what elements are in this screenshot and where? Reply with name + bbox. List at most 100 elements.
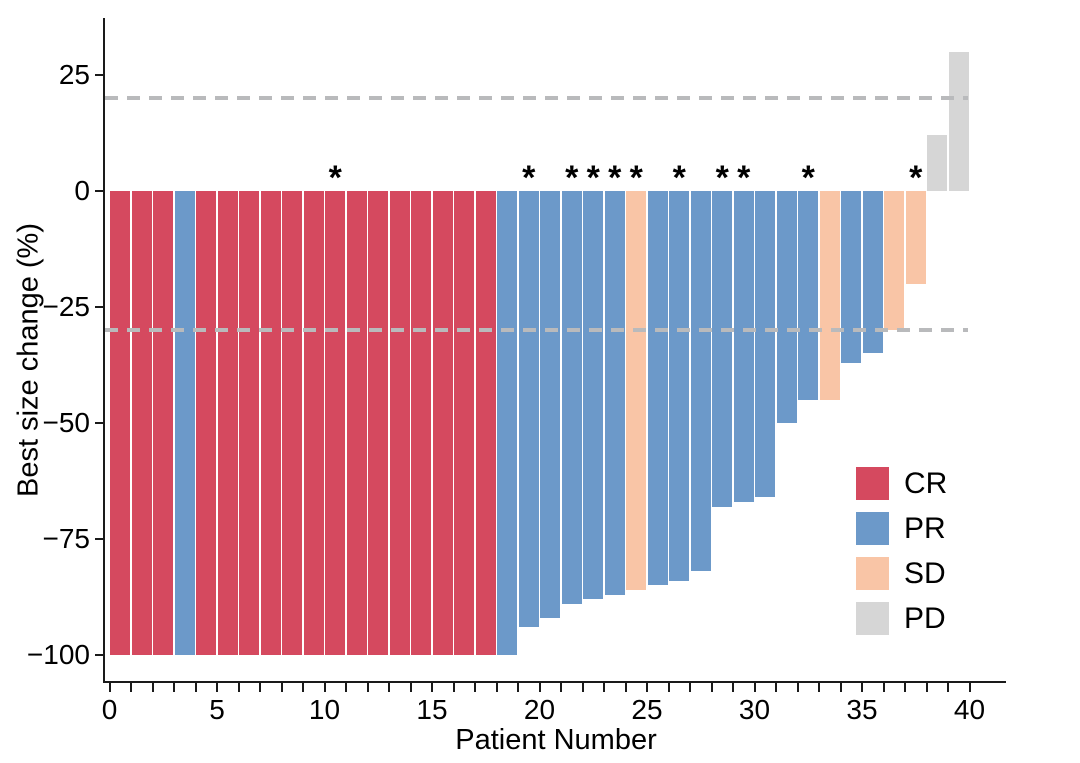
bar-patient-10 (303, 191, 324, 655)
x-tick (431, 683, 433, 692)
legend-label-pr: PR (904, 512, 946, 545)
bar-patient-7 (239, 191, 260, 655)
x-tick (237, 683, 240, 692)
x-tick-label: 5 (209, 694, 225, 725)
bar-patient-18 (475, 191, 496, 655)
bar-patient-2 (131, 191, 152, 655)
y-tick (95, 538, 103, 540)
cr-swatch-icon (856, 467, 889, 500)
legend-label-sd: SD (904, 557, 946, 590)
x-tick (667, 683, 670, 692)
x-tick (646, 683, 648, 692)
x-tick (194, 683, 197, 692)
x-tick (130, 683, 132, 692)
y-tick (95, 306, 103, 308)
x-tick-label: 0 (101, 694, 118, 725)
y-tick-label: −50 (42, 407, 91, 438)
asterisk-marker: * (715, 159, 729, 197)
bar-patient-25 (626, 191, 647, 591)
bar-patient-1 (110, 191, 131, 655)
x-tick (689, 683, 691, 692)
asterisk-marker: * (586, 159, 600, 197)
x-tick (732, 683, 734, 692)
bar-patient-17 (454, 191, 475, 655)
bar-patient-22 (561, 191, 582, 604)
asterisk-marker: * (608, 159, 622, 197)
bar-patient-9 (282, 191, 303, 655)
bar-patient-23 (583, 191, 604, 600)
bar-patient-36 (862, 191, 883, 354)
y-axis-title: Best size change (%) (12, 222, 45, 498)
bar-patient-11 (325, 191, 346, 655)
x-tick (151, 683, 154, 692)
x-tick (818, 683, 820, 692)
bar-patient-26 (647, 191, 668, 586)
bar-patient-15 (411, 191, 432, 655)
x-axis-title: Patient Number (455, 724, 657, 756)
x-tick (216, 683, 218, 692)
y-tick (95, 74, 103, 76)
bar-patient-38 (905, 191, 926, 284)
x-tick (108, 683, 111, 692)
legend-label-pd: PD (904, 602, 946, 635)
bar-patient-5 (196, 191, 217, 655)
bar-patient-19 (497, 191, 518, 655)
x-tick (280, 683, 283, 692)
y-tick-label: 25 (58, 59, 90, 90)
y-tick (95, 654, 103, 656)
asterisk-marker: * (565, 159, 579, 197)
x-tick (409, 683, 412, 692)
bar-patient-20 (518, 191, 539, 628)
bar-patient-16 (432, 191, 453, 655)
bar-patient-27 (669, 191, 690, 581)
legend-item-sd: SD (856, 557, 947, 590)
x-tick-label: 20 (523, 694, 556, 725)
x-tick (796, 683, 799, 692)
asterisk-marker: * (672, 159, 686, 197)
y-axis-line (103, 18, 105, 683)
sd-swatch-icon (856, 557, 889, 590)
bar-patient-30 (733, 191, 754, 502)
legend-item-pd: PD (856, 602, 947, 635)
x-tick-label: 30 (738, 694, 771, 725)
x-tick (904, 683, 906, 692)
bar-patient-29 (712, 191, 733, 507)
x-tick (474, 683, 476, 692)
x-tick (495, 683, 498, 692)
y-tick-label: 0 (74, 175, 90, 206)
bar-patient-37 (884, 191, 905, 331)
asterisk-marker: * (629, 159, 643, 197)
bar-patient-24 (604, 191, 625, 595)
x-tick (775, 683, 777, 692)
asterisk-marker: * (801, 159, 815, 197)
bar-patient-13 (368, 191, 389, 655)
x-tick (624, 683, 627, 692)
x-tick (538, 683, 541, 692)
y-tick-label: −75 (42, 523, 91, 554)
x-tick-label: 40 (953, 694, 986, 725)
x-tick (581, 683, 584, 692)
bar-patient-3 (153, 191, 174, 655)
x-tick (560, 683, 562, 692)
pr-swatch-icon (856, 512, 889, 545)
y-tick-label: −100 (26, 639, 90, 670)
bar-patient-35 (841, 191, 862, 363)
y-tick-label: −25 (42, 291, 91, 322)
x-tick-label: 35 (846, 694, 878, 725)
legend-item-pr: PR (856, 512, 947, 545)
x-tick (947, 683, 949, 692)
bar-patient-33 (798, 191, 819, 400)
bar-patient-40 (948, 51, 969, 191)
legend-label-cr: CR (904, 467, 948, 500)
x-tick (323, 683, 326, 692)
x-tick (753, 683, 756, 692)
x-tick (302, 683, 304, 692)
asterisk-marker: * (522, 159, 536, 197)
x-tick (366, 683, 369, 692)
x-tick (388, 683, 390, 692)
x-tick-label: 10 (308, 694, 341, 725)
x-tick (925, 683, 928, 692)
bar-patient-14 (389, 191, 410, 655)
x-tick (603, 683, 605, 692)
